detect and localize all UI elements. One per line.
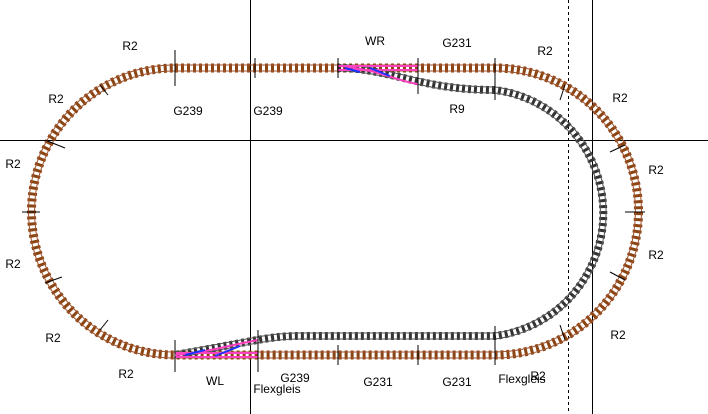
label: R2	[118, 367, 134, 381]
sleepers	[174, 64, 608, 359]
label: Flexgleis	[253, 382, 300, 396]
rail	[174, 64, 607, 359]
label: WR	[365, 34, 385, 48]
switch-wl-blade	[184, 345, 241, 357]
label: R2	[648, 248, 664, 262]
label: R2	[530, 369, 546, 383]
label: G239	[280, 371, 310, 385]
label: R2	[5, 257, 21, 271]
label: R9	[449, 102, 465, 116]
label: Flexgleis	[498, 372, 545, 386]
rail	[174, 70, 601, 353]
label: R2	[612, 91, 628, 105]
switches	[175, 65, 419, 358]
label: G231	[363, 375, 393, 389]
label: G239	[173, 104, 203, 118]
joints	[22, 50, 645, 372]
labels: R2 WR G231 R2 R2 G239 G239 R9 R2 R2 R2 R…	[5, 34, 664, 396]
label: G231	[442, 36, 472, 50]
label: G239	[253, 104, 283, 118]
switch-wr-blade	[344, 67, 391, 77]
label: R2	[537, 44, 553, 58]
label: R2	[610, 328, 626, 342]
inner-track	[174, 64, 608, 359]
label: R2	[5, 157, 21, 171]
label: WL	[206, 374, 224, 388]
label: R2	[648, 163, 664, 177]
label: R2	[48, 92, 64, 106]
label: G231	[442, 375, 472, 389]
label: R2	[45, 331, 61, 345]
label: R2	[122, 39, 138, 53]
